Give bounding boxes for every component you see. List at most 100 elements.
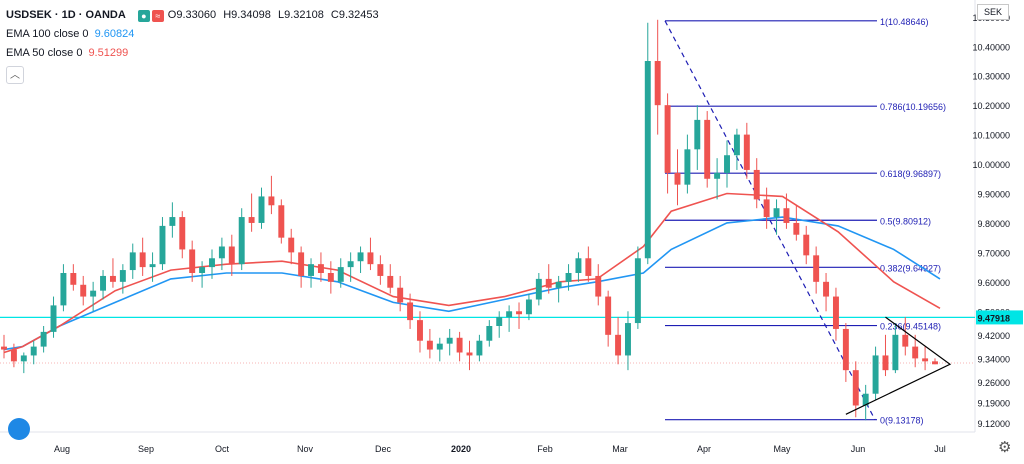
- ema50-row[interactable]: EMA 50 close 0 9.51299: [6, 44, 379, 63]
- candle-body: [80, 284, 87, 297]
- candle-body: [803, 234, 810, 256]
- x-tick-label: Aug: [54, 444, 70, 454]
- collapse-legend-button[interactable]: ︿: [6, 66, 24, 84]
- y-tick-label: 9.70000: [977, 248, 1010, 258]
- candle-body: [397, 287, 404, 303]
- candle-body: [70, 273, 77, 285]
- x-tick-label: Sep: [138, 444, 154, 454]
- ema50-label: EMA 50 close 0: [6, 47, 83, 59]
- candle-body: [119, 270, 126, 282]
- ema100-line: [3, 216, 941, 351]
- candle-body: [743, 134, 750, 170]
- candle-body: [565, 273, 572, 282]
- candle-body: [605, 296, 612, 335]
- candle-body: [813, 255, 820, 282]
- symbol-title[interactable]: USDSEK · 1D · OANDA: [6, 9, 126, 21]
- close-value: C9.32453: [330, 9, 379, 21]
- fib-level-label: 0.382(9.64927): [880, 263, 941, 273]
- candle-body: [10, 349, 17, 362]
- candle-body: [684, 149, 691, 185]
- high-value: H9.34098: [223, 9, 271, 21]
- chevron-up-icon: ︿: [10, 69, 20, 81]
- fib-level-label: 1(10.48646): [880, 17, 929, 27]
- triangle-pattern: [845, 316, 952, 415]
- candle-body: [149, 264, 156, 268]
- candle-body: [317, 264, 324, 273]
- market-badges: ● ≈: [137, 9, 164, 22]
- candle-body: [20, 355, 27, 362]
- candle-body: [288, 237, 295, 253]
- y-tick-label: 10.20000: [972, 101, 1010, 111]
- x-tick-label: Jul: [934, 444, 946, 454]
- candle-body: [169, 217, 176, 226]
- candle-body: [872, 355, 879, 394]
- candle-body: [506, 311, 513, 318]
- candle-body: [1, 346, 7, 350]
- candle-body: [327, 273, 334, 282]
- tradingview-logo[interactable]: [8, 418, 30, 440]
- candle-body: [377, 264, 384, 276]
- fib-level-label: 0(9.13178): [880, 416, 924, 426]
- candle-body: [100, 275, 107, 291]
- x-tick-label: Apr: [697, 444, 711, 454]
- candle-body: [407, 302, 414, 321]
- candle-body: [555, 281, 562, 288]
- candle-body: [595, 275, 602, 297]
- candle-body: [30, 346, 37, 356]
- candle-body: [417, 320, 423, 341]
- x-tick-label: Feb: [537, 444, 553, 454]
- candle-body: [634, 258, 641, 324]
- candle-body: [179, 217, 186, 250]
- y-tick-label: 10.40000: [972, 42, 1010, 52]
- y-tick-label: 9.42000: [977, 331, 1010, 341]
- x-tick-label: Oct: [215, 444, 230, 454]
- gear-icon[interactable]: ⚙: [998, 439, 1012, 456]
- candle-body: [694, 119, 701, 150]
- candle-body: [832, 296, 839, 329]
- candle-body: [852, 370, 859, 406]
- y-tick-label: 10.10000: [972, 131, 1010, 141]
- x-tick-label: May: [773, 444, 791, 454]
- candle-body: [189, 249, 196, 273]
- candle-body: [753, 169, 760, 200]
- candle-body: [525, 299, 532, 315]
- candle-body: [308, 264, 315, 276]
- x-tick-label: Jun: [851, 444, 866, 454]
- candle-body: [139, 252, 146, 268]
- chart-legend: USDSEK · 1D · OANDA ● ≈ O9.33060 H9.3409…: [6, 6, 379, 84]
- ohlc-values: O9.33060 H9.34098 L9.32108 C9.32453: [164, 6, 379, 25]
- candle-body: [516, 311, 522, 315]
- y-tick-label: 9.80000: [977, 219, 1010, 229]
- candle-body: [357, 252, 364, 262]
- x-tick-label: 2020: [451, 444, 471, 454]
- candle-body: [783, 208, 790, 223]
- candle-body: [426, 340, 433, 350]
- candle-body: [545, 278, 552, 288]
- y-tick-label: 10.00000: [972, 160, 1010, 170]
- candle-body: [268, 196, 275, 206]
- currency-label[interactable]: SEK: [977, 4, 1009, 20]
- ema100-row[interactable]: EMA 100 close 0 9.60824: [6, 25, 379, 44]
- candle-body: [644, 61, 651, 259]
- candle-body: [337, 267, 344, 282]
- candle-body: [624, 323, 631, 356]
- candle-body: [40, 331, 47, 347]
- candle-body: [228, 246, 235, 265]
- y-tick-label: 9.90000: [977, 190, 1010, 200]
- candle-body: [456, 337, 463, 353]
- candle-body: [763, 199, 770, 218]
- fib-level-label: 0.5(9.80912): [880, 216, 931, 226]
- candle-body: [60, 273, 67, 306]
- x-tick-label: Nov: [297, 444, 314, 454]
- y-tick-label: 10.30000: [972, 72, 1010, 82]
- market-open-icon: ●: [137, 9, 150, 22]
- candle-body: [496, 317, 503, 326]
- candle-body: [823, 281, 830, 297]
- candle-body: [862, 393, 869, 406]
- candle-body: [733, 134, 740, 156]
- ema50-value: 9.51299: [88, 47, 129, 59]
- y-tick-label: 9.12000: [977, 419, 1010, 429]
- candle-body: [466, 352, 473, 356]
- candle-body: [724, 155, 730, 173]
- horizontal-line-price-label: 9.47918: [977, 313, 1010, 323]
